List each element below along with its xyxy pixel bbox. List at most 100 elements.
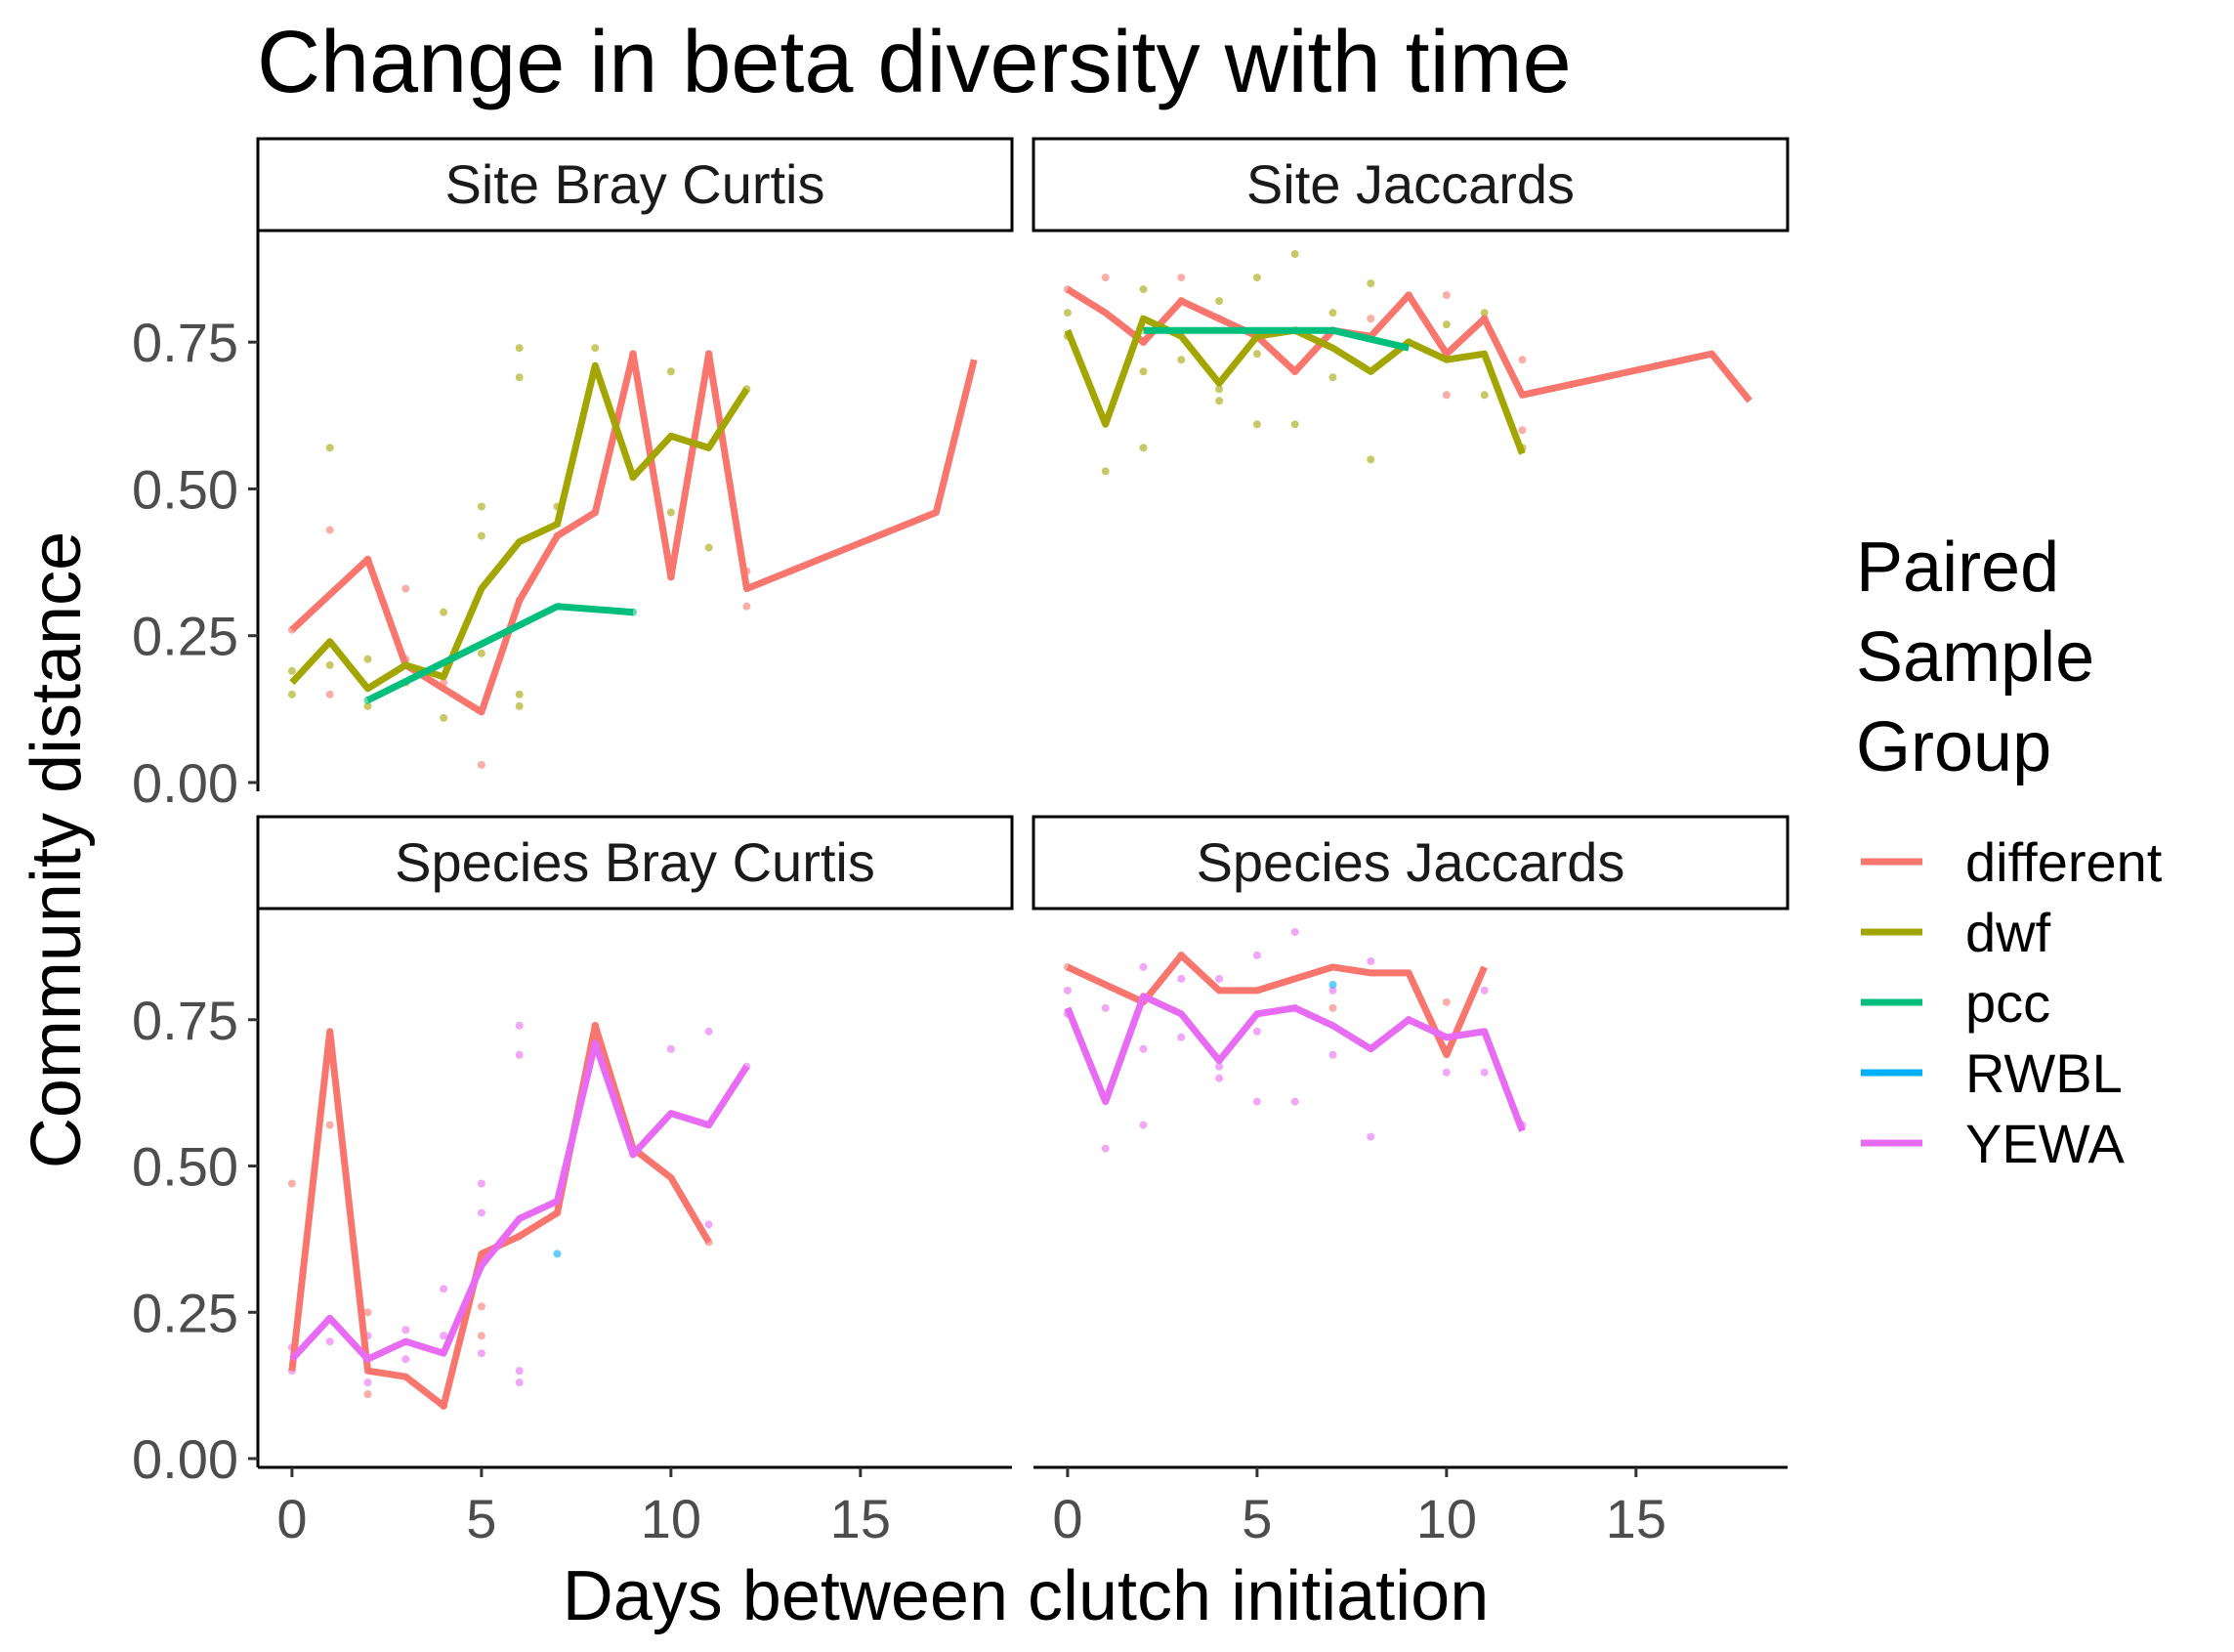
- data-point: [325, 444, 334, 452]
- legend: Paired Sample Group different dwf pcc RWBL Y…: [1856, 529, 2163, 1174]
- series-line-YEWA: [289, 1039, 750, 1363]
- data-point: [515, 1021, 524, 1030]
- y-tick-label: 0.75: [132, 312, 238, 373]
- data-point: [1442, 1068, 1451, 1077]
- y-tick-label: 0.75: [132, 990, 238, 1051]
- x-tick-label: 15: [1606, 1488, 1666, 1549]
- data-point: [477, 531, 485, 540]
- data-point: [477, 502, 485, 511]
- data-point: [363, 1390, 372, 1399]
- x-tick-label: 0: [1052, 1488, 1082, 1549]
- strip-box: [256, 137, 1014, 233]
- series-line-YEWA: [1064, 993, 1526, 1132]
- data-point: [477, 1349, 485, 1358]
- data-point: [515, 1378, 524, 1387]
- y-tick-label: 0.00: [132, 1428, 238, 1490]
- data-point: [1215, 974, 1224, 983]
- data-point: [1480, 1068, 1489, 1077]
- strip-label: Site Bray Curtis: [445, 153, 825, 215]
- data-point: [477, 760, 485, 769]
- data-point: [401, 584, 410, 593]
- data-point: [1215, 1074, 1224, 1082]
- data-point: [1215, 397, 1224, 405]
- y-axis-title: Community distance: [18, 531, 96, 1168]
- data-point: [1139, 285, 1148, 294]
- data-point: [704, 1220, 713, 1229]
- series-line-dwf: [289, 361, 750, 693]
- data-point: [1139, 962, 1148, 971]
- series-line-different: [1066, 952, 1488, 1059]
- panel-3: Species Bray Curtis 0.00 0.25 0.50 0.75 0 5 10 1…: [132, 815, 1014, 1549]
- data-point: [1101, 1003, 1110, 1012]
- panel-2: Site Jaccards: [1032, 137, 1790, 476]
- strip-box: [1032, 815, 1790, 911]
- panels: Site Bray Curtis 0.00 0.25 0.50 0.75 Site Jac…: [132, 137, 1790, 1549]
- data-point: [401, 1355, 410, 1364]
- data-point: [1442, 997, 1451, 1006]
- legend-label-dwf: dwf: [1965, 902, 2051, 963]
- data-point: [363, 655, 372, 663]
- data-point: [515, 373, 524, 382]
- data-point: [1101, 274, 1110, 282]
- data-point: [1177, 274, 1186, 282]
- data-point: [1252, 274, 1261, 282]
- data-point: [1367, 956, 1375, 965]
- data-point: [1442, 391, 1451, 400]
- y-tick-label: 0.25: [132, 1282, 238, 1343]
- y-tick-label: 0.00: [132, 752, 238, 814]
- data-point: [742, 602, 751, 611]
- data-point: [1480, 391, 1489, 400]
- legend-entries: different dwf pcc RWBL YEWA: [1861, 831, 2163, 1174]
- data-point: [1215, 385, 1224, 394]
- data-point: [1328, 373, 1337, 382]
- strip-label: Site Jaccards: [1246, 153, 1575, 215]
- chart-title: Change in beta diversity with time: [257, 14, 1572, 111]
- data-point: [287, 690, 296, 699]
- data-point: [477, 649, 485, 657]
- data-point: [440, 713, 448, 722]
- data-point: [1139, 444, 1148, 452]
- data-point: [1480, 309, 1489, 318]
- x-tick-label: 15: [830, 1488, 891, 1549]
- data-point: [515, 1050, 524, 1059]
- strip-label: Species Jaccards: [1197, 831, 1625, 893]
- x-tick-label: 10: [1416, 1488, 1477, 1549]
- data-point: [477, 1332, 485, 1340]
- data-point: [363, 1378, 372, 1387]
- data-point: [666, 367, 675, 376]
- strip-box: [256, 815, 1014, 911]
- data-point: [666, 1044, 675, 1053]
- series-line-pcc: [365, 603, 634, 703]
- data-point: [515, 690, 524, 699]
- data-point: [287, 1179, 296, 1188]
- data-point: [1480, 986, 1489, 995]
- data-point: [1518, 426, 1527, 435]
- data-point: [1177, 1033, 1186, 1041]
- data-point: [1252, 350, 1261, 359]
- data-point: [1328, 986, 1337, 995]
- y-tick-label: 0.50: [132, 458, 238, 520]
- data-point: [440, 1285, 448, 1293]
- data-point: [1101, 1144, 1110, 1153]
- data-point: [1139, 367, 1148, 376]
- data-point: [477, 1208, 485, 1217]
- data-point: [440, 608, 448, 616]
- data-point: [325, 690, 334, 699]
- data-point: [553, 1250, 562, 1258]
- x-tick-label: 10: [641, 1488, 701, 1549]
- legend-title-line-3: Group: [1856, 708, 2051, 786]
- data-point: [1367, 1132, 1375, 1141]
- data-point: [1139, 1121, 1148, 1129]
- data-point: [1328, 1003, 1337, 1012]
- y-tick-label: 0.25: [132, 606, 238, 667]
- data-point: [1328, 980, 1337, 989]
- data-point: [1063, 309, 1072, 318]
- data-point: [1101, 467, 1110, 476]
- data-point: [401, 1326, 410, 1334]
- data-point: [1177, 356, 1186, 364]
- x-tick-label: 0: [276, 1488, 307, 1549]
- data-point: [515, 344, 524, 353]
- series-line-dwf: [1064, 315, 1526, 455]
- data-point: [1290, 420, 1299, 429]
